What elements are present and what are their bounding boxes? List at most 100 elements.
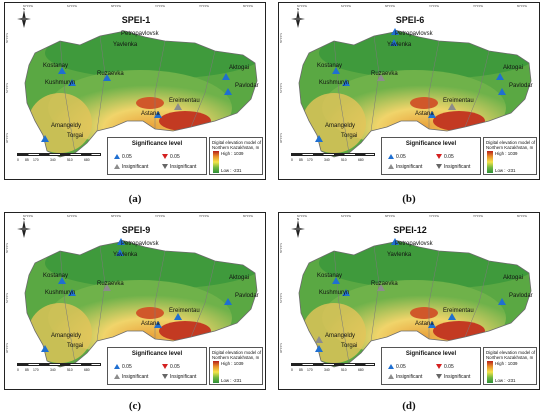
- city-label: Kushmuryn: [45, 290, 76, 296]
- north-arrow-icon: N: [291, 218, 305, 238]
- station-triangle-blue: [498, 298, 506, 305]
- elevation-map: [24, 30, 258, 158]
- city-label: Kostanay: [43, 273, 69, 279]
- legend-item-label: Insignificant: [444, 163, 471, 170]
- graticule-label-top: 68°0'0"E: [385, 5, 395, 8]
- graticule-label-top: 60°0'0"E: [23, 5, 33, 8]
- elevation-map: [298, 30, 532, 158]
- city-label: Pavlodar: [235, 83, 259, 89]
- legend-up-triangle-icon: [388, 364, 394, 369]
- legend-item: 0.05: [388, 154, 406, 160]
- station-triangle-blue: [315, 345, 323, 352]
- city-label: Astana: [141, 321, 160, 327]
- legend-up-triangle-icon: [114, 364, 120, 369]
- legend-item: Insignificant: [388, 374, 422, 380]
- city-label: Kostanay: [317, 63, 343, 69]
- station-triangle-blue: [391, 238, 399, 245]
- graticule-label-top: 72°0'0"E: [429, 215, 439, 218]
- graticule-label-left: 56°0'0"N: [6, 242, 9, 253]
- elevation-legend: Digital elevation model of Northern Kaza…: [483, 347, 537, 385]
- station-triangle-blue: [224, 88, 232, 95]
- elevation-legend-title: Digital elevation model of Northern Kaza…: [486, 350, 536, 361]
- legend-item-label: Insignificant: [170, 373, 197, 380]
- station-triangle-blue: [68, 289, 76, 296]
- station-triangle-grey: [448, 103, 456, 110]
- city-label: Pavlodar: [235, 293, 259, 299]
- legend-up-triangle-icon: [114, 374, 120, 379]
- graticule-label-top: 68°0'0"E: [111, 5, 121, 8]
- legend-item-label: 0.05: [444, 153, 454, 160]
- city-label: Torgai: [341, 133, 358, 139]
- scale-bar: 0 85 170 340 510 680: [17, 153, 101, 169]
- station-triangle-blue: [332, 67, 340, 74]
- station-triangle-blue: [448, 313, 456, 320]
- station-triangle-blue: [332, 277, 340, 284]
- panel-title: SPEI-9: [121, 225, 151, 235]
- graticule-label-top: 60°0'0"E: [23, 215, 33, 218]
- elevation-high-label: High : 1039: [221, 361, 244, 366]
- legend-down-triangle-icon: [162, 154, 168, 159]
- graticule-label-top: 64°0'0"E: [341, 5, 351, 8]
- station-triangle-blue: [342, 79, 350, 86]
- panel-caption: (b): [402, 193, 416, 205]
- graticule-label-left: 48°0'0"N: [6, 342, 9, 353]
- legend-up-triangle-icon: [388, 164, 394, 169]
- legend-down-triangle-icon: [162, 164, 168, 169]
- station-triangle-blue: [103, 74, 111, 81]
- graticule-label-top: 76°0'0"E: [199, 5, 209, 8]
- station-triangle-blue: [117, 238, 125, 245]
- elevation-color-ramp: [487, 151, 493, 173]
- city-label: Astana: [141, 111, 160, 117]
- legend-item: 0.05: [388, 364, 406, 370]
- map-panel-spei-6: N 60°0'0"E 64°0'0"E 68°0'0"E 72°0'0"E 76°0'0"…: [278, 2, 540, 180]
- station-triangle-blue: [428, 321, 436, 328]
- elevation-legend-title: Digital elevation model of Northern Kaza…: [486, 140, 536, 151]
- city-label: Petropavlovsk: [121, 31, 159, 37]
- elevation-color-ramp: [487, 361, 493, 383]
- city-label: Yavlenka: [113, 252, 138, 258]
- legend-item: 0.05: [436, 364, 454, 370]
- scale-label: 340: [324, 368, 330, 372]
- scale-label: 340: [50, 368, 56, 372]
- station-triangle-grey: [377, 74, 385, 81]
- graticule-label-left: 48°0'0"N: [6, 132, 9, 143]
- legend-item: Insignificant: [114, 164, 148, 170]
- city-label: Petropavlovsk: [395, 31, 433, 37]
- scale-label: 0: [291, 368, 293, 372]
- legend-item-label: 0.05: [170, 153, 180, 160]
- legend-down-triangle-icon: [436, 164, 442, 169]
- graticule-label-left: 56°0'0"N: [6, 32, 9, 43]
- svg-text:N: N: [297, 218, 299, 221]
- station-triangle-blue: [58, 277, 66, 284]
- graticule-label-top: 64°0'0"E: [67, 215, 77, 218]
- legend-item-label: 0.05: [170, 363, 180, 370]
- elevation-color-ramp: [213, 151, 219, 173]
- legend-item-label: Insignificant: [396, 163, 423, 170]
- station-triangle-blue: [174, 313, 182, 320]
- graticule-label-top: 76°0'0"E: [199, 215, 209, 218]
- scale-bar-graphic: [17, 363, 101, 366]
- legend-item-label: Insignificant: [444, 373, 471, 380]
- elevation-high-label: High : 1039: [495, 361, 518, 366]
- legend-item-label: Insignificant: [122, 373, 149, 380]
- scale-label: 0: [17, 158, 19, 162]
- significance-legend: Significance level 0.05 0.05 Insignificant I…: [107, 347, 207, 385]
- city-label: Ruzaevka: [371, 71, 398, 77]
- elevation-high-label: High : 1039: [221, 151, 244, 156]
- elevation-low-label: Low : -231: [221, 168, 242, 173]
- station-triangle-blue: [428, 111, 436, 118]
- legend-down-triangle-icon: [436, 374, 442, 379]
- city-label: Aktogai: [229, 275, 250, 281]
- graticule-label-left: 52°0'0"N: [6, 292, 9, 303]
- scale-label: 85: [299, 368, 303, 372]
- city-label: Kushmuryn: [319, 290, 350, 296]
- scale-bar: 0 85 170 340 510 680: [17, 363, 101, 379]
- graticule-label-top: 80°0'0"E: [517, 215, 527, 218]
- scale-label: 170: [307, 158, 313, 162]
- graticule-label-top: 72°0'0"E: [429, 5, 439, 8]
- legend-title: Significance level: [405, 351, 457, 357]
- city-label: Yavlenka: [387, 252, 412, 258]
- elevation-legend-title: Digital elevation model of Northern Kaza…: [212, 140, 262, 151]
- city-label: Petropavlovsk: [395, 241, 433, 247]
- city-label: Astana: [415, 111, 434, 117]
